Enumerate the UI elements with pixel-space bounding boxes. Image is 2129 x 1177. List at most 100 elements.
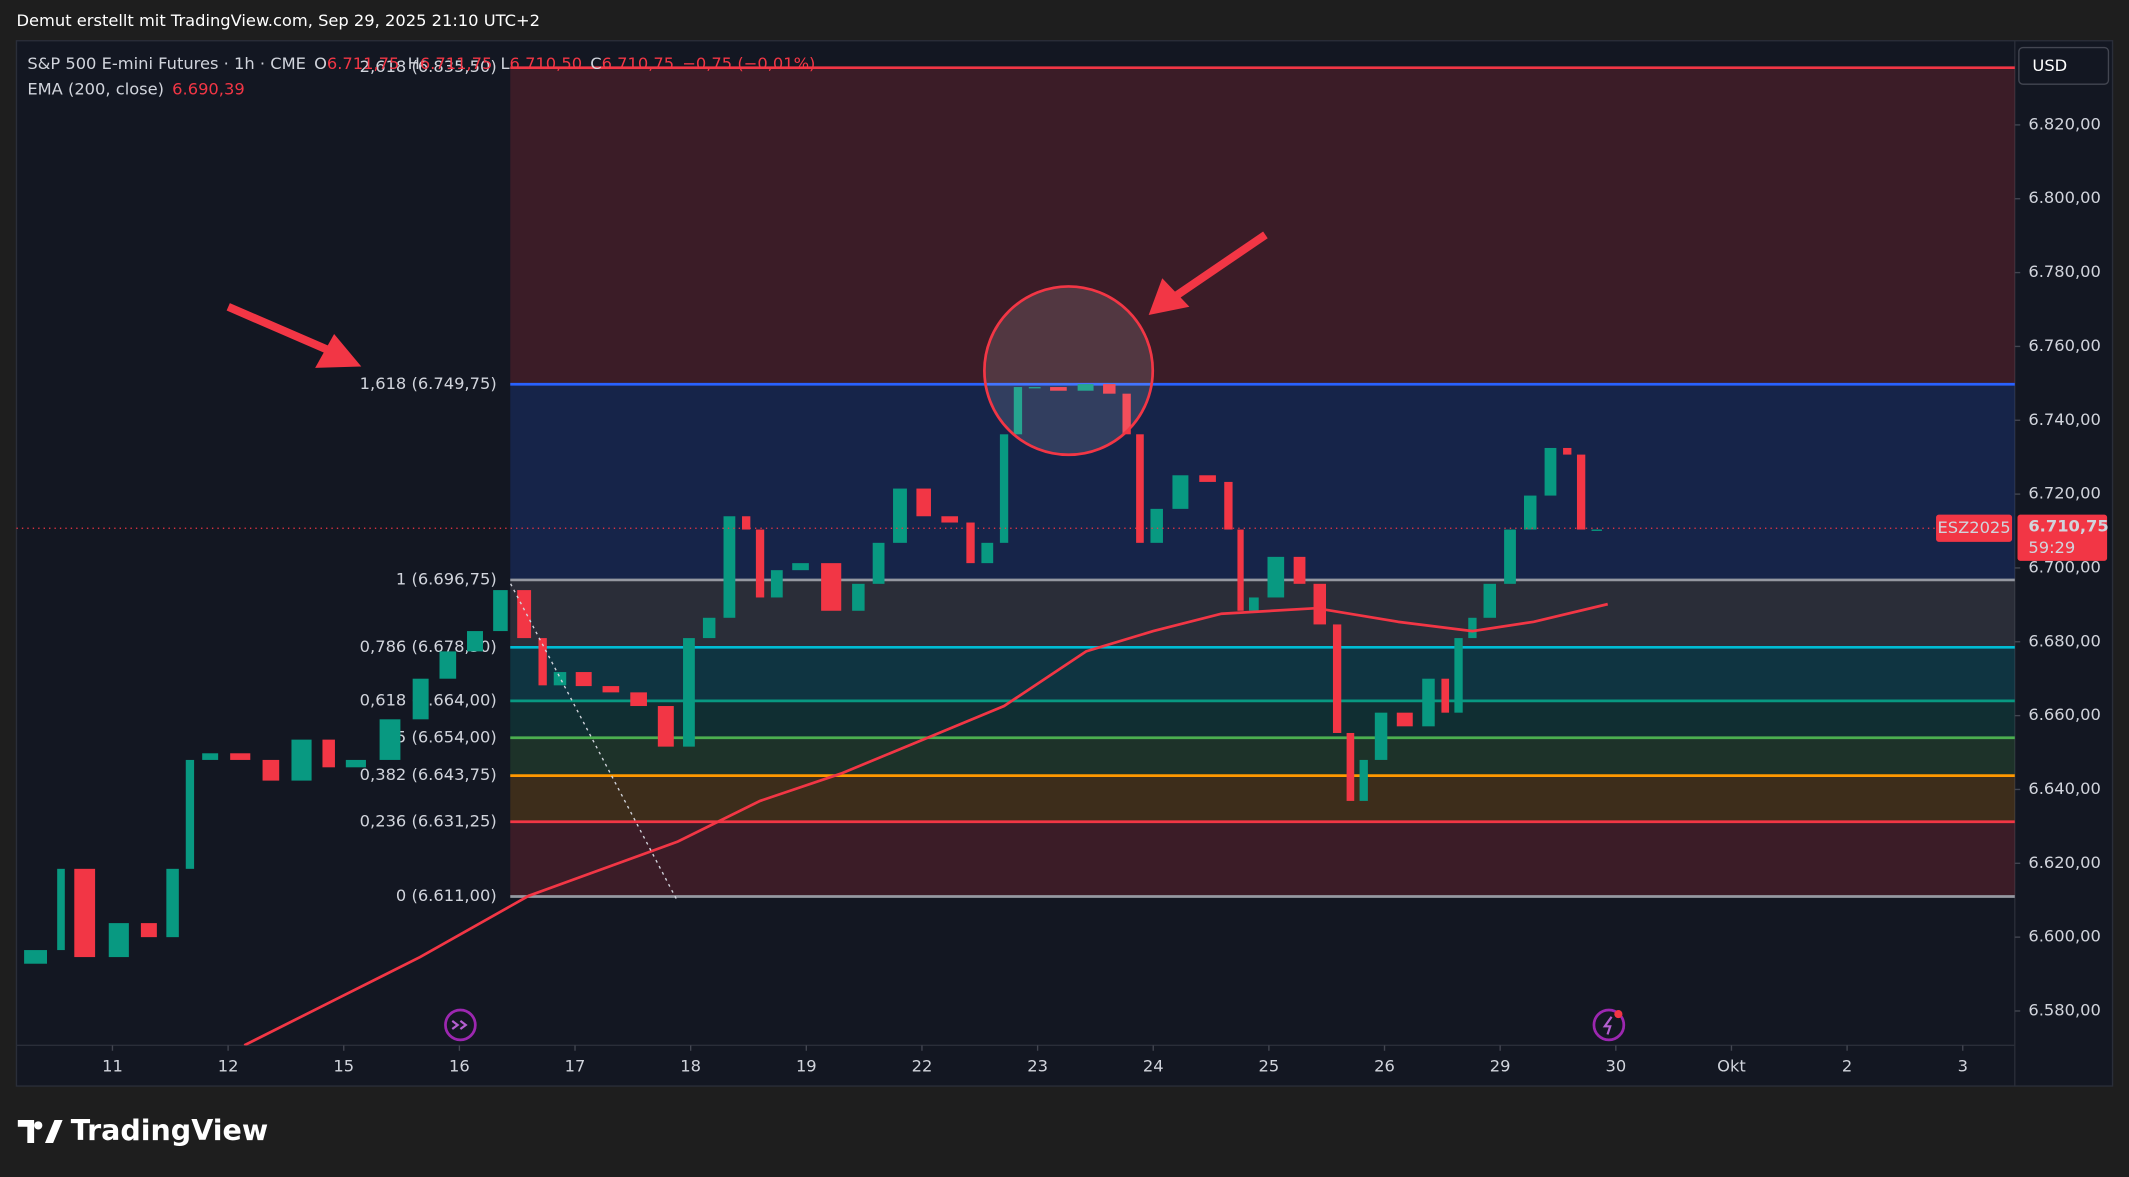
x-tick-label: 30: [1605, 1057, 1626, 1076]
logo-mark: [17, 1119, 63, 1144]
fib-label: 0,236 (6.631,25): [360, 811, 497, 830]
candle: [893, 488, 907, 543]
candle: [24, 950, 47, 964]
legend-ema: EMA (200, close) 6.690,39: [27, 79, 244, 98]
y-tick-label: 6.760,00: [2028, 336, 2101, 355]
candle: [1591, 529, 1602, 531]
x-tick-label: 3: [1958, 1057, 1968, 1076]
candle: [345, 759, 366, 768]
candle: [1103, 384, 1116, 394]
x-tick-label: 18: [680, 1057, 701, 1076]
ohlc-key: L: [500, 53, 509, 72]
candle: [966, 522, 975, 564]
x-tick-label: 22: [912, 1057, 933, 1076]
candle: [821, 563, 842, 611]
event-icon-glyph: [451, 1020, 468, 1030]
candle: [852, 583, 865, 611]
candle: [1293, 556, 1306, 584]
fib-zone: [510, 579, 2015, 648]
trend-line: [510, 583, 677, 900]
x-tick-label: Okt: [1717, 1057, 1746, 1076]
candle: [262, 759, 280, 781]
candle: [1224, 481, 1233, 530]
event-icon-glyph: [1602, 1016, 1613, 1035]
fib-label: 0,5 (6.654,00): [380, 727, 496, 746]
x-tick-label: 23: [1027, 1057, 1048, 1076]
fib-label: 0 (6.611,00): [396, 886, 497, 905]
candle: [657, 706, 674, 747]
candle: [1150, 508, 1163, 543]
candle: [792, 563, 809, 571]
candle: [553, 672, 567, 686]
ohlc-value: 6.710,75: [602, 53, 675, 72]
candle: [1396, 712, 1413, 727]
candle: [999, 434, 1009, 543]
y-tick-label: 6.640,00: [2028, 779, 2101, 798]
candle: [1422, 678, 1435, 727]
candle: [517, 590, 532, 639]
annotations: [226, 231, 1626, 1042]
arrow-head: [315, 333, 362, 368]
y-tick-label: 6.800,00: [2028, 188, 2101, 207]
fib-zone: [510, 384, 2015, 580]
symbol: S&P 500 E-mini Futures · 1h · CME: [27, 53, 306, 72]
candle: [1359, 759, 1368, 801]
candle: [1576, 454, 1586, 530]
legend: S&P 500 E-mini Futures · 1h · CME O 6.711,…: [27, 53, 815, 98]
candle: [412, 678, 429, 720]
fib-zone: [510, 647, 2015, 701]
candle: [981, 542, 994, 564]
fib-zone: [510, 775, 2015, 822]
candle: [230, 753, 251, 760]
logo-text: TradingView: [71, 1114, 268, 1147]
candle: [166, 868, 179, 938]
fib-zone: [510, 67, 2015, 385]
candle: [630, 692, 647, 707]
candle: [872, 542, 885, 584]
y-tick-label: 6.820,00: [2028, 114, 2101, 133]
event-icon[interactable]: [444, 1008, 477, 1042]
candle: [1374, 712, 1388, 760]
candle: [1468, 617, 1477, 639]
candle: [1077, 384, 1094, 391]
candle: [941, 516, 959, 523]
currency-button[interactable]: [2018, 46, 2110, 85]
candle: [1172, 475, 1189, 509]
ohlc-value: 6.711,75: [420, 53, 493, 72]
candle: [1136, 434, 1144, 543]
ema-name: EMA (200, close): [27, 79, 164, 98]
event-dot: [1614, 1010, 1623, 1019]
symbol-tag-bg: [1936, 514, 2013, 542]
candle: [291, 739, 312, 781]
candle: [742, 516, 751, 530]
candle: [1483, 583, 1497, 618]
x-tick-label: 2: [1842, 1057, 1852, 1076]
candle: [185, 759, 195, 869]
event-icon[interactable]: [1592, 1008, 1626, 1042]
candle: [140, 923, 157, 938]
candle: [1544, 447, 1557, 496]
credit: Demut erstellt mit TradingView.com, Sep …: [16, 11, 540, 30]
candle: [755, 529, 765, 598]
currency: USD: [2032, 56, 2067, 75]
x-tick-label: 17: [565, 1057, 586, 1076]
fib-label: 1,618 (6.749,75): [360, 374, 497, 393]
candle: [57, 868, 65, 951]
y-tick-label: 6.660,00: [2028, 705, 2101, 724]
candle: [1122, 393, 1131, 435]
arrow: [226, 303, 331, 354]
change: −0,75 (−0,01%): [682, 53, 815, 72]
candle: [1346, 732, 1355, 801]
y-tick-label: 6.720,00: [2028, 484, 2101, 503]
x-tick-label: 26: [1374, 1057, 1395, 1076]
candle: [467, 631, 483, 652]
candle: [1504, 529, 1516, 584]
legend-symbol: S&P 500 E-mini Futures · 1h · CME O 6.711,…: [27, 53, 815, 72]
arrow: [1173, 231, 1268, 300]
ohlc-key: O: [314, 53, 327, 72]
x-tick-label: 24: [1143, 1057, 1164, 1076]
x-tick-label: 19: [796, 1057, 817, 1076]
candle: [1028, 387, 1041, 389]
x-tick-label: 12: [218, 1057, 239, 1076]
y-tick-label: 6.780,00: [2028, 262, 2101, 281]
